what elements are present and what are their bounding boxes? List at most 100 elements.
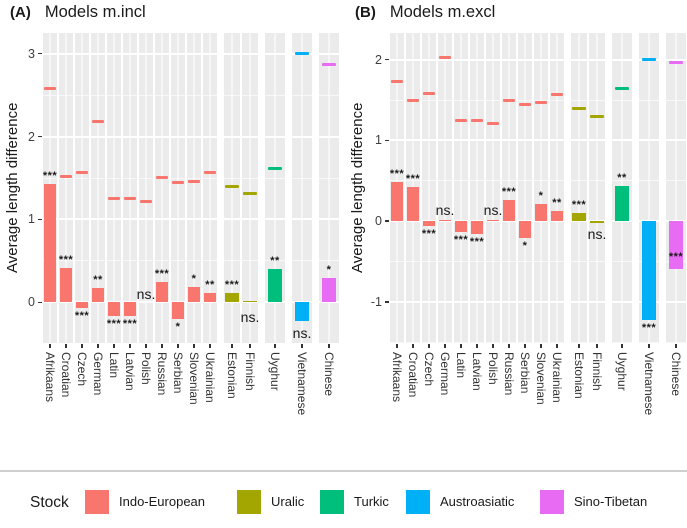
y-tick-mark	[385, 139, 389, 142]
x-tick-label-vietnamese: Vietnamese	[295, 352, 309, 416]
vertical-gridline	[476, 33, 478, 343]
x-tick-label-german: German	[91, 352, 105, 396]
y-tick-mark	[38, 218, 42, 221]
facet-cell-latin: ***	[107, 33, 121, 343]
vertical-gridline	[428, 33, 430, 343]
x-tick-label-serbian: Serbian	[171, 352, 185, 394]
bar-estonian	[225, 293, 239, 303]
x-tick-label-ukrainian: Ukrainian	[550, 352, 564, 403]
vertical-gridline	[675, 33, 677, 343]
x-tick-mark	[161, 344, 163, 348]
bar-uyghur	[268, 269, 282, 303]
bar-latvian	[124, 302, 136, 317]
x-tick-label-polish: Polish	[486, 352, 500, 385]
y-tick-mark	[38, 301, 42, 304]
sig-label-german: **	[93, 274, 103, 287]
x-tick-mark	[65, 344, 67, 348]
x-tick-label-finnish: Finnish	[243, 352, 257, 391]
crossbar-uyghur	[615, 87, 629, 91]
sig-label-german: ns.	[435, 202, 455, 219]
x-tick-label-czech: Czech	[422, 352, 436, 387]
sig-label-latin: ***	[106, 318, 122, 331]
legend-swatch-austroasiatic	[406, 490, 430, 514]
facet-cell-german: **	[91, 33, 105, 343]
x-tick-mark	[524, 344, 526, 348]
crossbar-czech	[76, 170, 88, 174]
sig-label-slovenian: *	[538, 190, 544, 203]
sig-label-polish: ns.	[483, 202, 503, 219]
x-tick-mark	[145, 344, 147, 348]
legend-label: Turkic	[354, 494, 389, 509]
crossbar-slovenian	[535, 100, 547, 104]
bar-ukrainian	[551, 210, 563, 222]
y-tick-label: 0	[28, 295, 35, 310]
crossbar-vietnamese	[642, 58, 656, 62]
legend-swatch-turkic	[320, 490, 344, 514]
facet-cell-vietnamese: ***	[639, 33, 659, 343]
bar-serbian	[172, 302, 184, 319]
legend-swatch-uralic	[237, 490, 261, 514]
bar-ukrainian	[204, 293, 216, 303]
facet-cell-croatian: ***	[406, 33, 420, 343]
x-tick-mark	[328, 344, 330, 348]
x-tick-mark	[412, 344, 414, 348]
bar-vietnamese	[295, 302, 309, 321]
x-tick-label-polish: Polish	[139, 352, 153, 385]
vertical-gridline	[113, 33, 115, 343]
x-tick-label-estonian: Estonian	[225, 352, 239, 399]
y-tick-label: -1	[370, 294, 382, 309]
sig-label-ukrainian: **	[205, 279, 215, 292]
bar-serbian	[519, 221, 531, 239]
x-tick-label-serbian: Serbian	[518, 352, 532, 394]
vertical-gridline	[81, 33, 83, 343]
x-tick-label-afrikaans: Afrikaans	[390, 352, 404, 403]
bar-estonian	[572, 213, 586, 222]
facet-cell-slovenian: *	[534, 33, 548, 343]
x-tick-label-latin: Latin	[107, 352, 121, 379]
x-tick-mark	[97, 344, 99, 348]
bar-vietnamese	[642, 221, 656, 320]
vertical-gridline	[65, 33, 67, 343]
panel-b-title: (B) Models m.excl	[355, 3, 495, 22]
sig-label-croatian: ***	[405, 173, 421, 186]
sig-label-polish: ns.	[136, 285, 156, 302]
vertical-gridline	[161, 33, 163, 343]
panel-b-name: Models m.excl	[389, 3, 496, 21]
bar-german	[92, 288, 104, 303]
sig-label-czech: ***	[421, 227, 437, 240]
crossbar-estonian	[572, 106, 586, 110]
legend-title: Stock	[30, 494, 69, 511]
sig-label-uyghur: **	[617, 172, 627, 185]
sig-label-slovenian: *	[191, 273, 197, 286]
bar-croatian	[60, 268, 72, 303]
bar-finnish	[590, 221, 604, 223]
x-tick-label-chinese: Chinese	[322, 352, 336, 397]
bar-chinese	[669, 221, 683, 269]
y-tick-label: 1	[375, 133, 382, 148]
crossbar-czech	[423, 92, 435, 96]
crossbar-latin	[108, 197, 120, 201]
facet-cell-serbian: *	[518, 33, 532, 343]
x-tick-mark	[113, 344, 115, 348]
bar-polish	[487, 220, 499, 222]
sig-label-czech: ***	[74, 310, 90, 323]
crossbar-polish	[140, 199, 152, 203]
crossbar-polish	[487, 121, 499, 125]
crossbar-chinese	[669, 60, 683, 64]
panel-b: (B) Models m.excl Average length differe…	[345, 0, 687, 470]
vertical-gridline	[274, 33, 276, 343]
vertical-gridline	[301, 33, 303, 343]
crossbar-finnish	[243, 192, 257, 196]
x-tick-label-afrikaans: Afrikaans	[43, 352, 57, 403]
facet-cell-chinese: ***	[666, 33, 686, 343]
crossbar-serbian	[172, 180, 184, 184]
facet-cell-polish: ns.	[484, 33, 502, 343]
bar-latvian	[471, 221, 483, 234]
vertical-gridline	[540, 33, 542, 343]
vertical-gridline	[492, 33, 494, 343]
vertical-gridline	[209, 33, 211, 343]
y-tick-mark	[38, 135, 42, 138]
bar-chinese	[322, 278, 336, 303]
x-tick-mark	[129, 344, 131, 348]
x-tick-mark	[596, 344, 598, 348]
